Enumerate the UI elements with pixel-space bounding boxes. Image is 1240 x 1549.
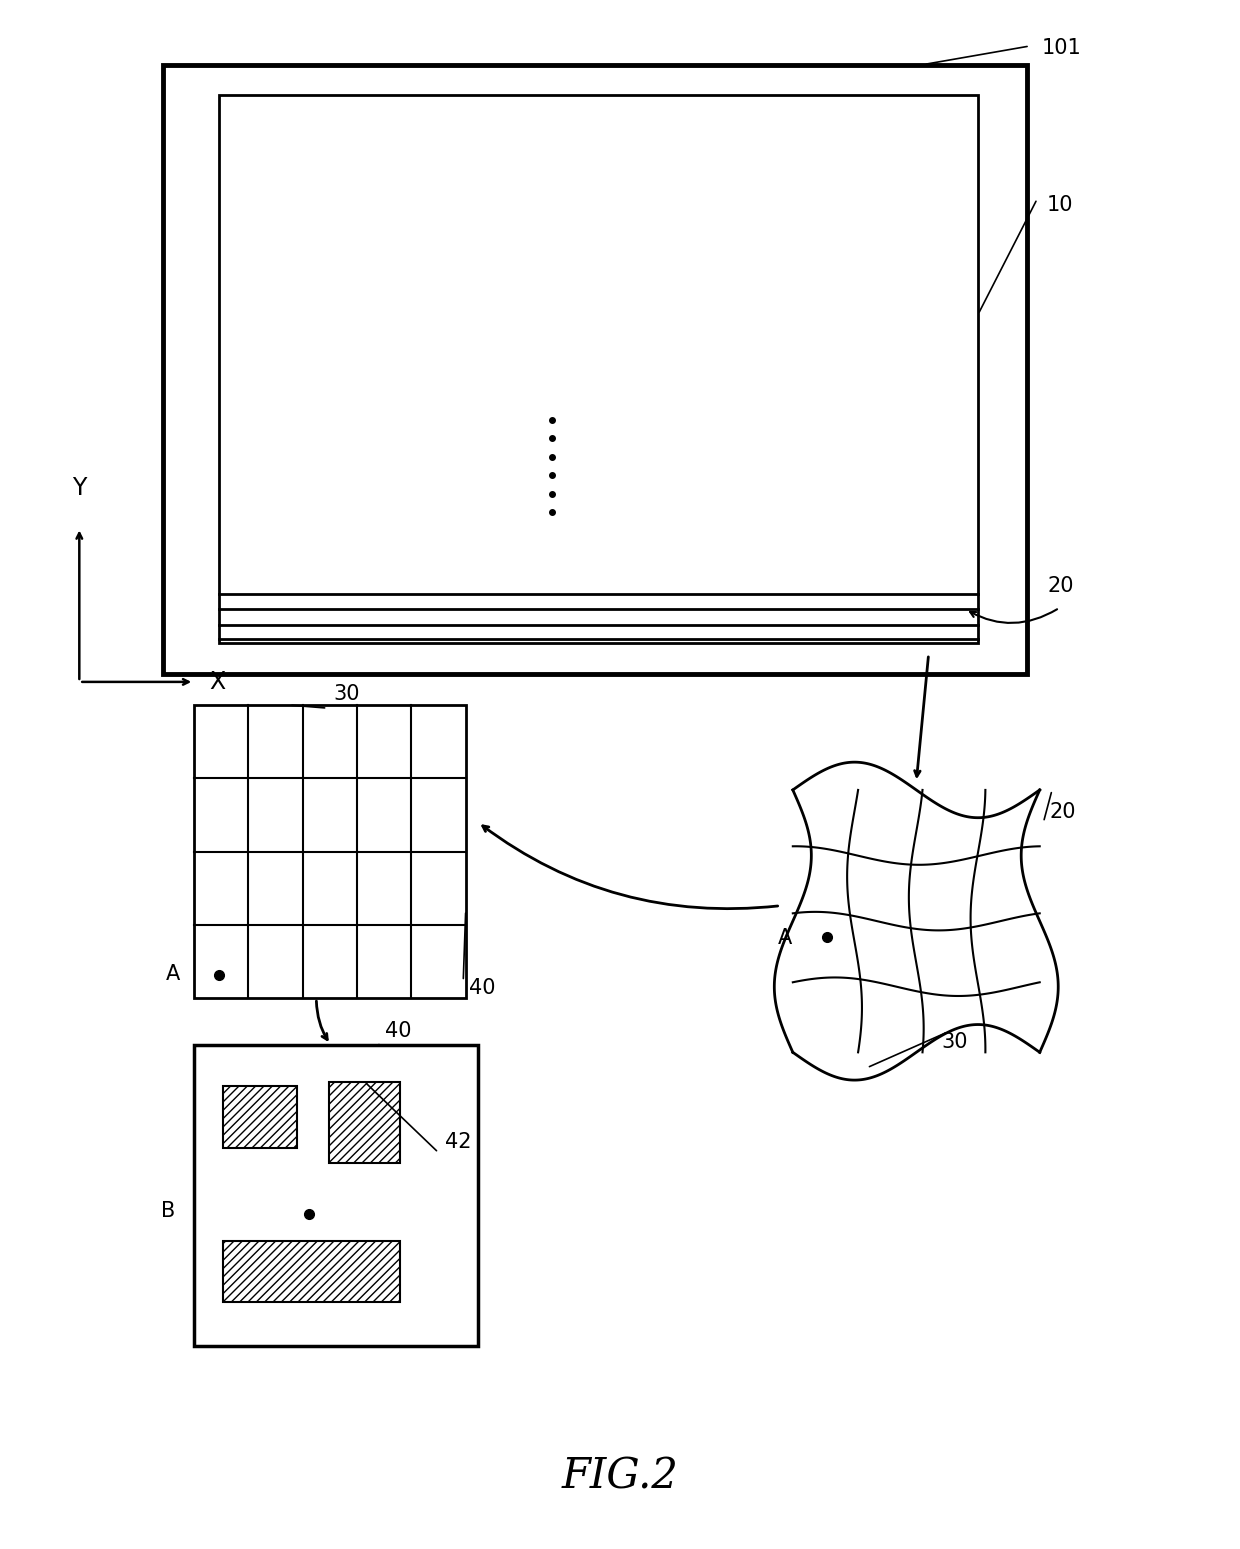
Text: B: B [161,1202,175,1222]
Text: FIG.2: FIG.2 [562,1456,678,1498]
Text: 40: 40 [386,1021,412,1041]
Text: 101: 101 [1042,37,1083,57]
Text: 40: 40 [470,977,496,998]
Text: Y: Y [72,476,87,500]
Bar [195,1044,479,1346]
Text: A: A [777,928,792,948]
Text: 20: 20 [1049,802,1076,821]
Bar [222,1241,401,1303]
Bar [329,1081,401,1163]
Bar [222,1086,296,1148]
Bar [195,705,466,998]
Bar [164,65,1028,674]
Text: 30: 30 [941,1032,967,1052]
Text: 42: 42 [445,1132,471,1152]
Text: 30: 30 [334,685,360,705]
Text: A: A [166,963,180,984]
Text: X: X [208,669,224,694]
Text: 10: 10 [1047,195,1074,215]
Text: 20: 20 [1047,576,1074,596]
Bar [218,96,978,643]
